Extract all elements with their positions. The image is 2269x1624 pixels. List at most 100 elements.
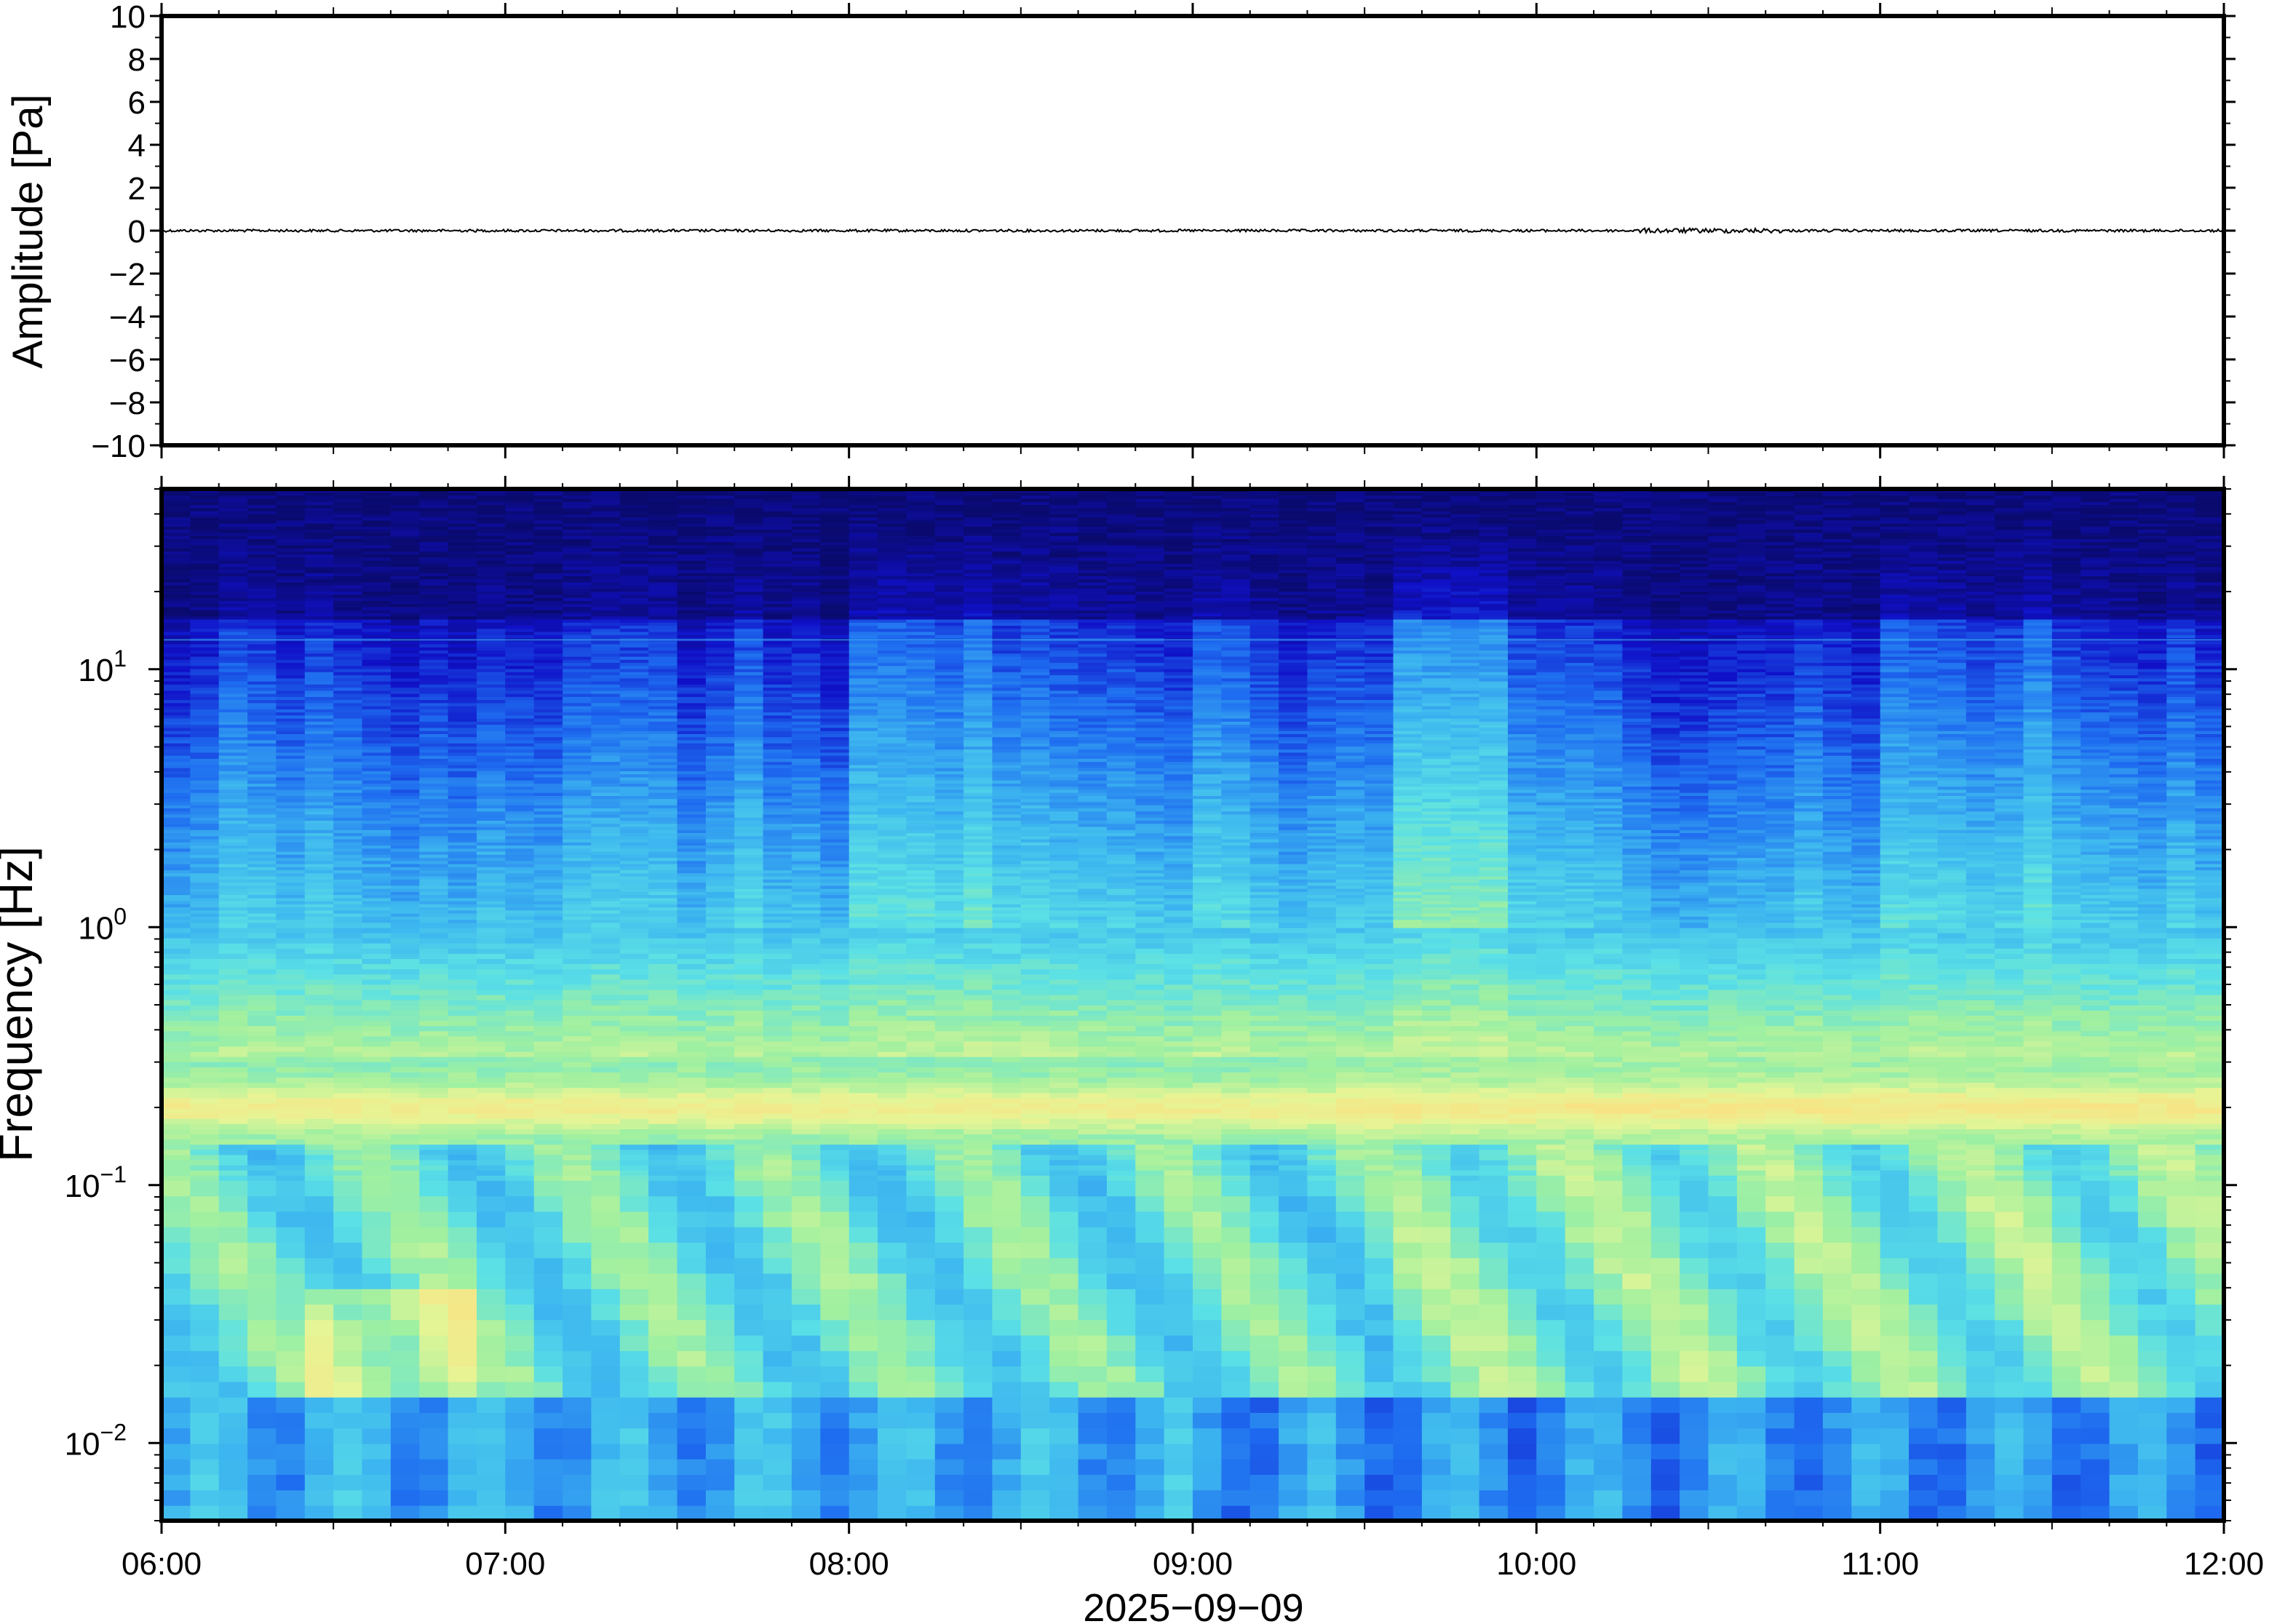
- spectrogram-cell: [477, 551, 506, 555]
- spectrogram-cell: [734, 1134, 764, 1140]
- spectrogram-cell: [563, 1180, 592, 1197]
- spectrogram-cell: [563, 613, 592, 617]
- spectrogram-cell: [390, 504, 421, 509]
- spectrogram-cell: [533, 749, 563, 753]
- spectrogram-cell: [218, 795, 248, 800]
- spectrogram-cell: [333, 857, 363, 861]
- spectrogram-cell: [304, 668, 334, 672]
- spectrogram-cell: [677, 653, 707, 657]
- spectrogram-cell: [333, 1304, 363, 1321]
- spectrogram-cell: [648, 860, 678, 864]
- spectrogram-cell: [791, 885, 822, 889]
- spectrogram-cell: [162, 510, 191, 514]
- spectrogram-cell: [505, 687, 535, 691]
- spectrogram-cell: [791, 1443, 822, 1460]
- spectrogram-cell: [362, 742, 392, 747]
- spectrogram-cell: [276, 1056, 306, 1062]
- spectrogram-cell: [162, 879, 191, 883]
- spectrogram-cell: [763, 872, 792, 877]
- spectrogram-cell: [333, 672, 363, 676]
- spectrogram-cell: [362, 932, 392, 939]
- spectrogram-cell: [333, 942, 363, 949]
- spectrogram-cell: [448, 677, 477, 682]
- spectrogram-cell: [333, 702, 363, 706]
- spectrogram-cell: [276, 869, 306, 874]
- spectrogram-cell: [362, 1474, 392, 1491]
- spectrogram-cell: [734, 1288, 764, 1305]
- spectrogram-cell: [734, 687, 764, 691]
- spectrogram-cell: [218, 569, 248, 573]
- spectrogram-cell: [247, 1129, 277, 1135]
- spectrogram-cell: [448, 767, 477, 771]
- spectrogram-cell: [477, 702, 506, 706]
- spectrogram-cell: [648, 563, 678, 568]
- spectrogram-cell: [791, 699, 822, 704]
- spectrogram-cell: [563, 517, 592, 521]
- spectrogram-cell: [390, 1428, 421, 1444]
- spectrogram-cell: [218, 1226, 248, 1243]
- spectrogram-cell: [276, 1134, 306, 1140]
- spectrogram-cell: [591, 739, 621, 744]
- spectrogram-cell: [648, 1396, 678, 1413]
- spectrogram-cell: [619, 1350, 649, 1367]
- spectrogram-cell: [591, 616, 621, 620]
- spectrogram-cell: [448, 1154, 477, 1161]
- spectrogram-cell: [563, 888, 592, 892]
- spectrogram-cell: [505, 631, 535, 635]
- spectrogram-cell: [505, 572, 535, 576]
- spectrogram-cell: [304, 705, 334, 709]
- spectrogram-cell: [763, 919, 792, 923]
- spectrogram-cell: [333, 1489, 363, 1506]
- spectrogram-cell: [705, 1169, 736, 1176]
- spectrogram-cell: [763, 563, 792, 568]
- spectrogram-cell: [362, 989, 392, 995]
- spectrogram-cell: [648, 842, 678, 846]
- spectrogram-cell: [218, 771, 248, 775]
- spectrogram-cell: [477, 838, 506, 843]
- spectrogram-cell: [763, 578, 792, 583]
- spectrogram-cell: [218, 867, 248, 871]
- spectrogram-cell: [333, 647, 363, 651]
- spectrogram-cell: [333, 963, 363, 970]
- spectrogram-cell: [705, 551, 736, 555]
- spectrogram-cell: [763, 879, 792, 883]
- spectrogram-cell: [162, 625, 191, 629]
- spectrogram-cell: [533, 974, 563, 980]
- spectrogram-cell: [162, 696, 191, 701]
- spectrogram-cell: [677, 609, 707, 613]
- spectrogram-cell: [448, 863, 477, 867]
- spectrogram-cell: [705, 535, 736, 539]
- spectrogram-cell: [677, 755, 707, 759]
- spectrogram-cell: [705, 823, 736, 827]
- spectrogram-cell: [763, 736, 792, 741]
- spectrogram-cell: [648, 867, 678, 871]
- spectrogram-cell: [705, 1134, 736, 1140]
- spectrogram-cell: [533, 860, 563, 864]
- spectrogram-cell: [763, 687, 792, 691]
- spectrogram-cell: [763, 1046, 792, 1052]
- spectrogram-cell: [763, 538, 792, 543]
- spectrogram-cell: [648, 1082, 678, 1088]
- spectrogram-cell: [477, 863, 506, 867]
- spectrogram-cell: [190, 776, 220, 781]
- spectrogram-cell: [763, 492, 792, 496]
- spectrogram-cell: [677, 968, 707, 975]
- spectrogram-cell: [419, 721, 449, 725]
- spectrogram-cell: [619, 647, 649, 651]
- spectrogram-cell: [705, 1082, 736, 1088]
- spectrogram-cell: [162, 1102, 191, 1109]
- spectrogram-cell: [247, 609, 277, 613]
- spectrogram-cell: [619, 526, 649, 530]
- spectrogram-cell: [333, 699, 363, 704]
- spectrogram-cell: [505, 535, 535, 539]
- spectrogram-cell: [247, 640, 277, 645]
- spectrogram-cell: [533, 1273, 563, 1289]
- spectrogram-cell: [190, 845, 220, 849]
- spectrogram-cell: [705, 1412, 736, 1429]
- spectrogram-cell: [477, 879, 506, 883]
- spectrogram-cell: [448, 581, 477, 586]
- spectrogram-cell: [333, 1015, 363, 1022]
- spectrogram-cell: [276, 894, 306, 899]
- spectrogram-cell: [162, 1396, 191, 1413]
- spectrogram-cell: [763, 739, 792, 744]
